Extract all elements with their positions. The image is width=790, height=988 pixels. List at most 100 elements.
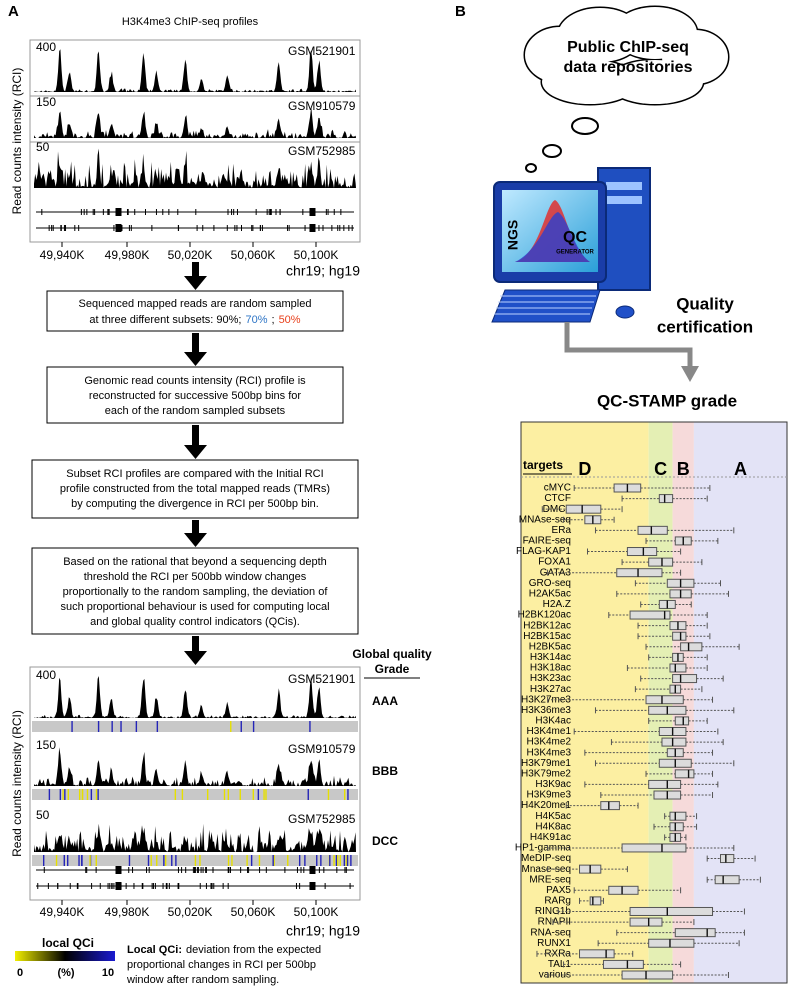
- target-label: RUNX1: [537, 938, 571, 949]
- arrow-head: [184, 276, 207, 290]
- target-label: H2BK12ac: [523, 620, 571, 631]
- target-label: GRO-seq: [529, 578, 571, 589]
- target-label: MeDIP-seq: [521, 853, 571, 864]
- step-text: at three different subsets: 90%; 70%; 50%: [89, 314, 300, 326]
- step-text-part: at three different subsets: 90%;: [89, 314, 241, 326]
- box: [621, 970, 674, 980]
- panel-title: H3K4me3 ChIP-seq profiles: [122, 16, 259, 28]
- signal-track: [34, 747, 356, 786]
- software-qc: QC: [563, 229, 587, 246]
- target-label: H3K14ac: [530, 652, 571, 663]
- target-label: H3K79me1: [521, 758, 571, 769]
- keyboard: [491, 289, 601, 323]
- tower-slot: [606, 182, 642, 190]
- target-label: H3K4me3: [527, 747, 572, 758]
- signal-track: [34, 823, 356, 852]
- box: [674, 928, 716, 938]
- track-sample: GSM521901: [288, 672, 356, 686]
- track-sample: GSM910579: [288, 742, 356, 756]
- box: [669, 822, 684, 832]
- subset-50: 50%: [279, 314, 301, 326]
- target-label: MNAse-seq: [519, 514, 571, 525]
- target-label: Mnase-seq: [522, 864, 571, 875]
- target-label: H3K18ac: [530, 663, 571, 674]
- thought-bubble: [525, 163, 537, 173]
- qci-bar: [32, 721, 358, 732]
- screen-peaks: [515, 212, 590, 262]
- x-tick-label: 50,060K: [231, 248, 276, 262]
- y-axis-label: Read counts intensity (RCI): [10, 710, 24, 857]
- box: [645, 695, 684, 705]
- target-label: RING1b: [535, 906, 572, 917]
- cloud-text: data repositories: [564, 59, 693, 76]
- target-label: cMYC: [544, 483, 571, 494]
- step-text: proportionally to the random sampling, t…: [63, 586, 329, 598]
- arrow-shaft: [192, 425, 199, 447]
- legend-max: 10: [102, 967, 114, 979]
- target-label: RNA-seq: [530, 927, 571, 938]
- box: [637, 525, 668, 535]
- grade: DCC: [372, 834, 398, 848]
- legend-unit: (%): [57, 967, 74, 979]
- exon-block: [115, 208, 122, 216]
- track-sample: GSM752985: [288, 812, 356, 826]
- step-text: each of the random sampled subsets: [105, 405, 286, 417]
- x-tick-label: 50,060K: [231, 905, 276, 919]
- plot-border: [520, 421, 788, 984]
- grade-header: Grade: [375, 662, 410, 676]
- target-label: H3K4me1: [527, 726, 572, 737]
- box: [600, 801, 620, 811]
- box: [680, 642, 703, 652]
- signal-track: [34, 106, 356, 138]
- certification: certification: [657, 317, 753, 336]
- target-label: RARg: [544, 896, 571, 907]
- mouse: [615, 305, 635, 319]
- step-text: by computing the divergence in RCI per 5…: [71, 498, 319, 510]
- target-label: H2AK5ac: [529, 589, 571, 600]
- step-box: [31, 547, 359, 635]
- exon-block: [115, 866, 122, 874]
- x-tick-label: 50,020K: [168, 248, 213, 262]
- grade: AAA: [372, 694, 398, 708]
- signal-track: [34, 148, 356, 188]
- legend-gradient: [15, 951, 115, 961]
- x-tick-label: 49,940K: [40, 248, 85, 262]
- target-label: H4K8ac: [535, 821, 571, 832]
- note-term: Local QCi:: [127, 944, 182, 956]
- box: [648, 557, 674, 567]
- panel-label: A: [8, 3, 19, 20]
- target-label: H2BK15ac: [523, 631, 571, 642]
- track-scale: 150: [36, 738, 56, 752]
- step-text: such proportional behaviour is used for …: [60, 601, 329, 613]
- signal-track: [34, 675, 356, 718]
- track-panel: [29, 666, 361, 901]
- target-label: H3K9ac: [535, 779, 571, 790]
- exon-block: [309, 224, 316, 232]
- note-text: Local QCi: deviation from the expected: [127, 944, 321, 956]
- box: [714, 875, 740, 885]
- track-panel: [29, 39, 361, 243]
- step-text: and global quality control indicators (Q…: [90, 616, 300, 628]
- target-label: H3K27ac: [530, 684, 571, 695]
- target-label: H3K36me3: [521, 705, 571, 716]
- grade-letter: A: [734, 459, 747, 479]
- box: [674, 769, 695, 779]
- target-label: H3K9me3: [527, 790, 572, 801]
- stamp-title: QC-STAMP grade: [597, 391, 737, 410]
- separator: ;: [272, 314, 275, 326]
- target-label: H3K79me2: [521, 768, 571, 779]
- box: [674, 716, 690, 726]
- software-name: GENERATOR: [556, 250, 594, 256]
- target-label: H4K91ac: [530, 832, 571, 843]
- grade-letter: C: [654, 459, 667, 479]
- track-scale: 400: [36, 40, 56, 54]
- target-label: ERa: [552, 525, 572, 536]
- step-text: Sequenced mapped reads are random sample…: [79, 298, 312, 310]
- subset-70: 70%: [245, 314, 267, 326]
- box: [626, 547, 658, 557]
- software-ngs: NGS: [505, 220, 521, 250]
- x-tick-label: 50,100K: [294, 905, 339, 919]
- target-label: H2A.Z: [543, 599, 571, 610]
- arrow-head: [184, 651, 207, 665]
